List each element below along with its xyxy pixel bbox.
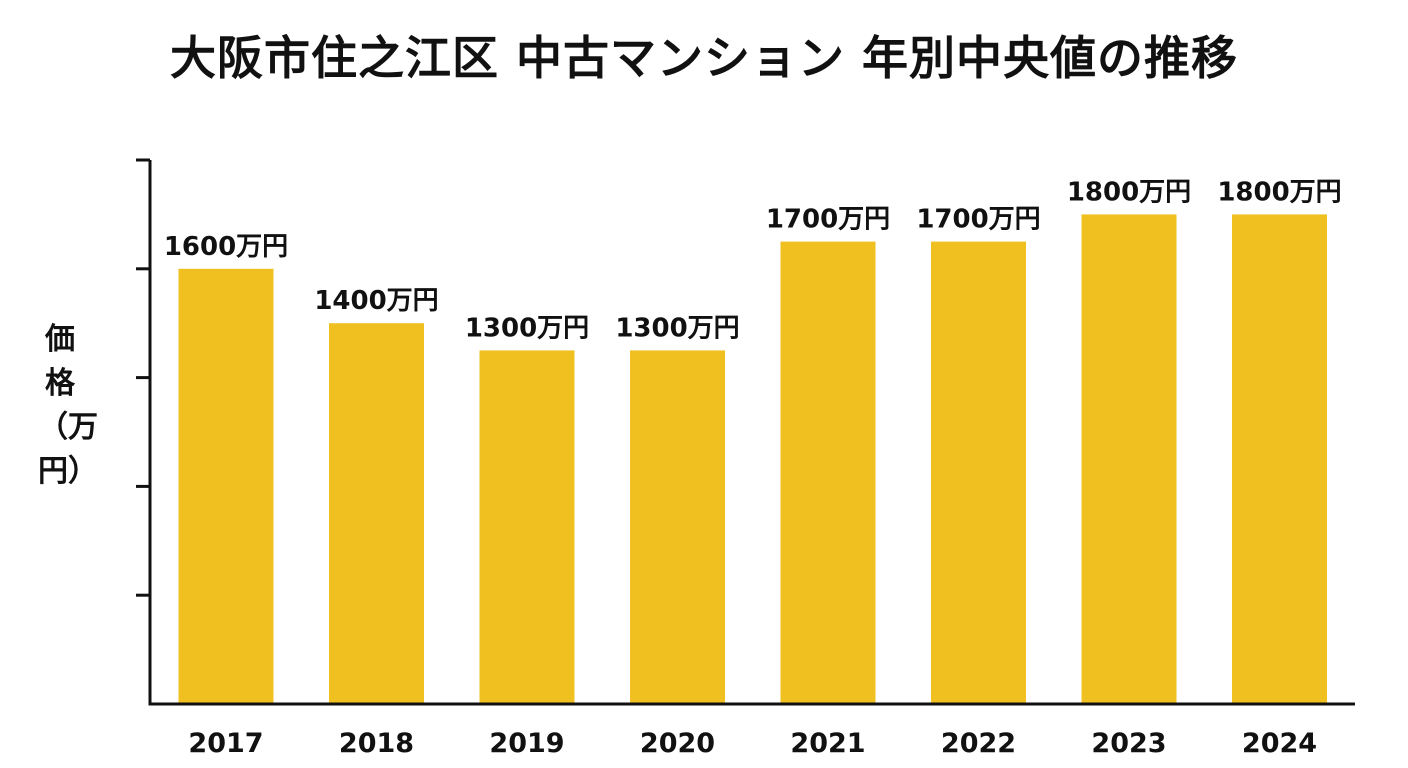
bar-value-label: 1800万円 xyxy=(1067,177,1191,207)
x-tick-label: 2017 xyxy=(188,728,263,759)
bar xyxy=(178,268,274,703)
x-tick-label: 2019 xyxy=(489,728,564,759)
chart-axes xyxy=(136,158,1355,706)
bar-value-label: 1700万円 xyxy=(766,205,890,235)
bar-value-label: 1300万円 xyxy=(465,313,589,343)
bar-value-label: 1400万円 xyxy=(314,286,438,316)
bar xyxy=(1232,214,1327,703)
x-tick-label: 2024 xyxy=(1242,728,1317,759)
bar-value-label: 1600万円 xyxy=(164,232,288,262)
x-tick-label: 2018 xyxy=(339,728,414,759)
bar-value-label: 1800万円 xyxy=(1217,177,1341,207)
bar xyxy=(780,241,876,703)
x-tick-label: 2021 xyxy=(790,728,865,759)
bar xyxy=(329,323,424,703)
bar xyxy=(931,241,1026,703)
bar xyxy=(630,350,725,703)
x-tick-label: 2022 xyxy=(941,728,1016,759)
chart-value-labels: 1600万円 1400万円 1300万円 1300万円 1700万円 1700万円 1800… xyxy=(164,177,1342,343)
bar xyxy=(1081,214,1177,703)
x-axis-ticks: 2017 2018 2019 2020 2021 2022 2023 2024 xyxy=(188,728,1317,759)
bar-value-label: 1700万円 xyxy=(916,205,1040,235)
x-tick-label: 2020 xyxy=(640,728,715,759)
chart-title: 大阪市住之江区 中古マンション 年別中央値の推移 xyxy=(169,31,1239,85)
bar-value-label: 1300万円 xyxy=(615,313,739,343)
x-tick-label: 2023 xyxy=(1091,728,1166,759)
bar xyxy=(479,350,575,703)
chart-bars xyxy=(178,214,1327,703)
